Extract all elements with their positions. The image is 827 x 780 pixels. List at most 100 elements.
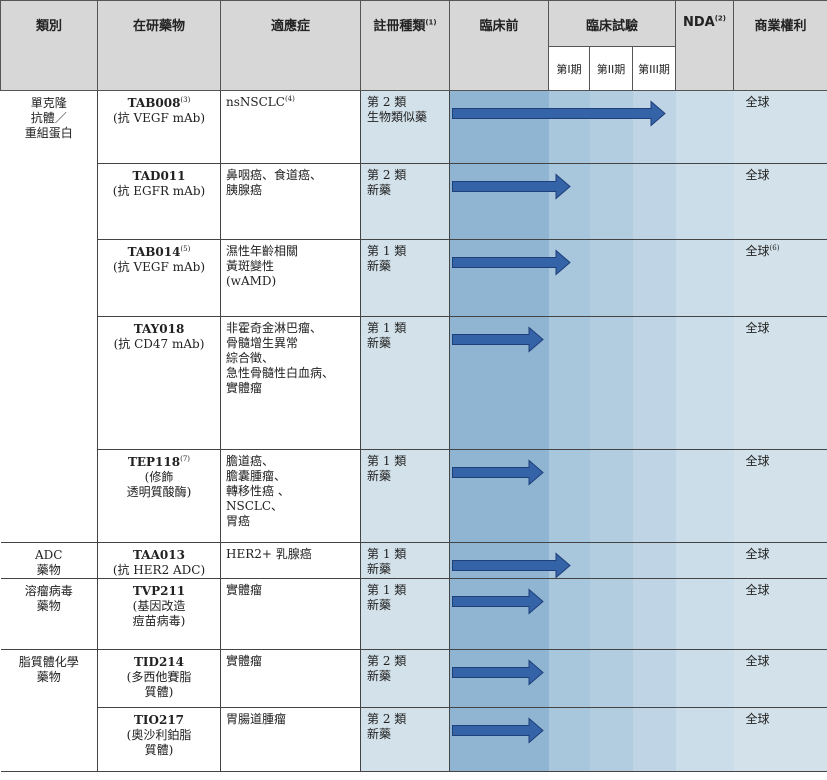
rights-value: 全球 xyxy=(745,321,770,335)
preclinical-cell xyxy=(449,90,549,164)
rights-value: 全球 xyxy=(745,712,770,726)
header-drug: 在研藥物 xyxy=(97,0,221,91)
rights-cell: 全球 xyxy=(733,578,827,650)
header-registration: 註冊種類(1) xyxy=(360,0,450,91)
phase1-cell xyxy=(548,90,590,164)
nda-cell xyxy=(675,449,734,543)
preclinical-cell xyxy=(449,542,549,579)
phase3-cell xyxy=(632,542,676,579)
phase1-cell xyxy=(548,316,590,450)
table-row: TAB014(5) (抗 VEGF mAb) 濕性年齡相關 黃斑變性 (wAMD) 第 1… xyxy=(1,239,827,317)
phase2-cell xyxy=(589,163,633,240)
registration-cell: 第 1 類新藥 xyxy=(360,316,450,450)
table-row: ADC 藥物 TAA013 (抗 HER2 ADC) HER2+ 乳腺癌第 1 類新藥全… xyxy=(0,542,827,579)
registration-line: 第 1 類 xyxy=(367,244,407,258)
registration-cell: 第 2 類生物類似藥 xyxy=(360,90,450,164)
header-rights: 商業權利 xyxy=(733,0,827,91)
indication-line: 非霍奇金淋巴瘤、 xyxy=(226,321,323,335)
phase2-cell xyxy=(589,239,633,317)
category-line: 藥物 xyxy=(36,563,61,577)
indication-line: 胃癌 xyxy=(226,514,251,528)
registration-line: 新藥 xyxy=(367,727,392,741)
indication-line: 急性骨髓性白血病、 xyxy=(226,366,335,380)
indication-line: HER2+ 乳腺癌 xyxy=(226,547,312,561)
category-cell: 單克隆 抗體／ 重組蛋白 xyxy=(0,90,98,543)
drug-target: 質體) xyxy=(144,685,174,699)
indication-line: 綜合徵、 xyxy=(226,351,275,365)
category-line: 脂質體化學 xyxy=(18,655,79,669)
phase3-cell xyxy=(632,90,676,164)
drug-target: (抗 EGFR mAb) xyxy=(112,184,206,198)
registration-cell: 第 1 類新藥 xyxy=(360,542,450,579)
table-row: TIO217 (奧沙利鉑脂 質體) 胃腸道腫瘤 第 2 類新藥 全球 xyxy=(1,707,827,772)
rights-value: 全球 xyxy=(745,547,770,561)
rights-value: 全球 xyxy=(745,95,770,109)
drug-target: (抗 CD47 mAb) xyxy=(113,337,205,351)
drug-note: (7) xyxy=(180,455,191,463)
drug-target: (抗 VEGF mAb) xyxy=(112,260,206,274)
registration-line: 第 1 類 xyxy=(367,583,407,597)
registration-line: 新藥 xyxy=(367,336,392,350)
indication-cell: 實體瘤 xyxy=(220,649,361,708)
phase1-cell xyxy=(548,707,590,772)
phase2-cell xyxy=(589,578,633,650)
indication-cell: 非霍奇金淋巴瘤、 骨髓增生異常 綜合徵、 急性骨髓性白血病、 實體瘤 xyxy=(220,316,361,450)
drug-cell: TAB008(3) (抗 VEGF mAb) xyxy=(97,90,221,164)
phase2-cell xyxy=(589,649,633,708)
table-row: TAY018 (抗 CD47 mAb) 非霍奇金淋巴瘤、 骨髓增生異常 綜合徵、 急性骨髓… xyxy=(1,316,827,450)
drug-code: TEP118 xyxy=(127,455,181,469)
registration-line: 生物類似藥 xyxy=(367,110,428,124)
preclinical-cell xyxy=(449,707,549,772)
rights-cell: 全球 xyxy=(733,449,827,543)
indication-cell: 鼻咽癌、食道癌、 胰腺癌 xyxy=(220,163,361,240)
drug-code: TAA013 xyxy=(133,548,185,562)
phase2-cell xyxy=(589,707,633,772)
indication-cell: HER2+ 乳腺癌 xyxy=(220,542,361,579)
drug-target: (奧沙利鉑脂 xyxy=(126,728,192,742)
drug-target: (基因改造 xyxy=(132,599,186,613)
indication-line: 膽囊腫瘤、 xyxy=(226,469,287,483)
nda-cell xyxy=(675,707,734,772)
rights-value: 全球 xyxy=(745,168,770,182)
category-cell: ADC 藥物 xyxy=(0,542,98,579)
header-clinical: 臨床試驗 xyxy=(548,0,676,47)
indication-line: 轉移性癌 、 xyxy=(226,484,290,498)
rights-cell: 全球 xyxy=(733,163,827,240)
indication-line: NSCLC、 xyxy=(226,499,284,513)
phase3-cell xyxy=(632,316,676,450)
drug-cell: TID214 (多西他賽脂 質體) xyxy=(97,649,221,708)
registration-line: 第 1 類 xyxy=(367,321,407,335)
preclinical-cell xyxy=(449,316,549,450)
drug-cell: TVP211 (基因改造 痘苗病毒) xyxy=(97,578,221,650)
header-nda: NDA(2) xyxy=(675,0,734,91)
drug-code: TIO217 xyxy=(133,713,185,727)
indication-line: 濕性年齡相關 xyxy=(226,244,299,258)
indication-line: 實體瘤 xyxy=(226,381,263,395)
nda-cell xyxy=(675,163,734,240)
registration-line: 第 2 類 xyxy=(367,168,407,182)
category-cell: 脂質體化學 藥物 xyxy=(0,649,98,772)
phase2-cell xyxy=(589,316,633,450)
header-registration-label: 註冊種類 xyxy=(373,19,426,34)
indication-cell: nsNSCLC(4) xyxy=(220,90,361,164)
rights-cell: 全球 xyxy=(733,316,827,450)
rights-value: 全球 xyxy=(745,654,770,668)
header-nda-label: NDA xyxy=(682,15,715,30)
registration-cell: 第 2 類新藥 xyxy=(360,649,450,708)
table-row: 溶瘤病毒 藥物 TVP211 (基因改造 痘苗病毒) 實體瘤第 1 類新藥 全球 xyxy=(0,578,827,650)
phase3-cell xyxy=(632,239,676,317)
drug-target: 透明質酸酶) xyxy=(126,485,192,499)
phase1-cell xyxy=(548,542,590,579)
indication-line: 黃斑變性 xyxy=(226,259,275,273)
phase2-cell xyxy=(589,90,633,164)
drug-note: (5) xyxy=(180,245,191,253)
header-registration-note: (1) xyxy=(425,18,437,27)
header-phase1: 第I期 xyxy=(548,46,590,91)
header-indication: 適應症 xyxy=(220,0,361,91)
rights-cell: 全球(6) xyxy=(733,239,827,317)
nda-cell xyxy=(675,90,734,164)
phase1-cell xyxy=(548,163,590,240)
phase2-cell xyxy=(589,542,633,579)
registration-cell: 第 1 類新藥 xyxy=(360,239,450,317)
